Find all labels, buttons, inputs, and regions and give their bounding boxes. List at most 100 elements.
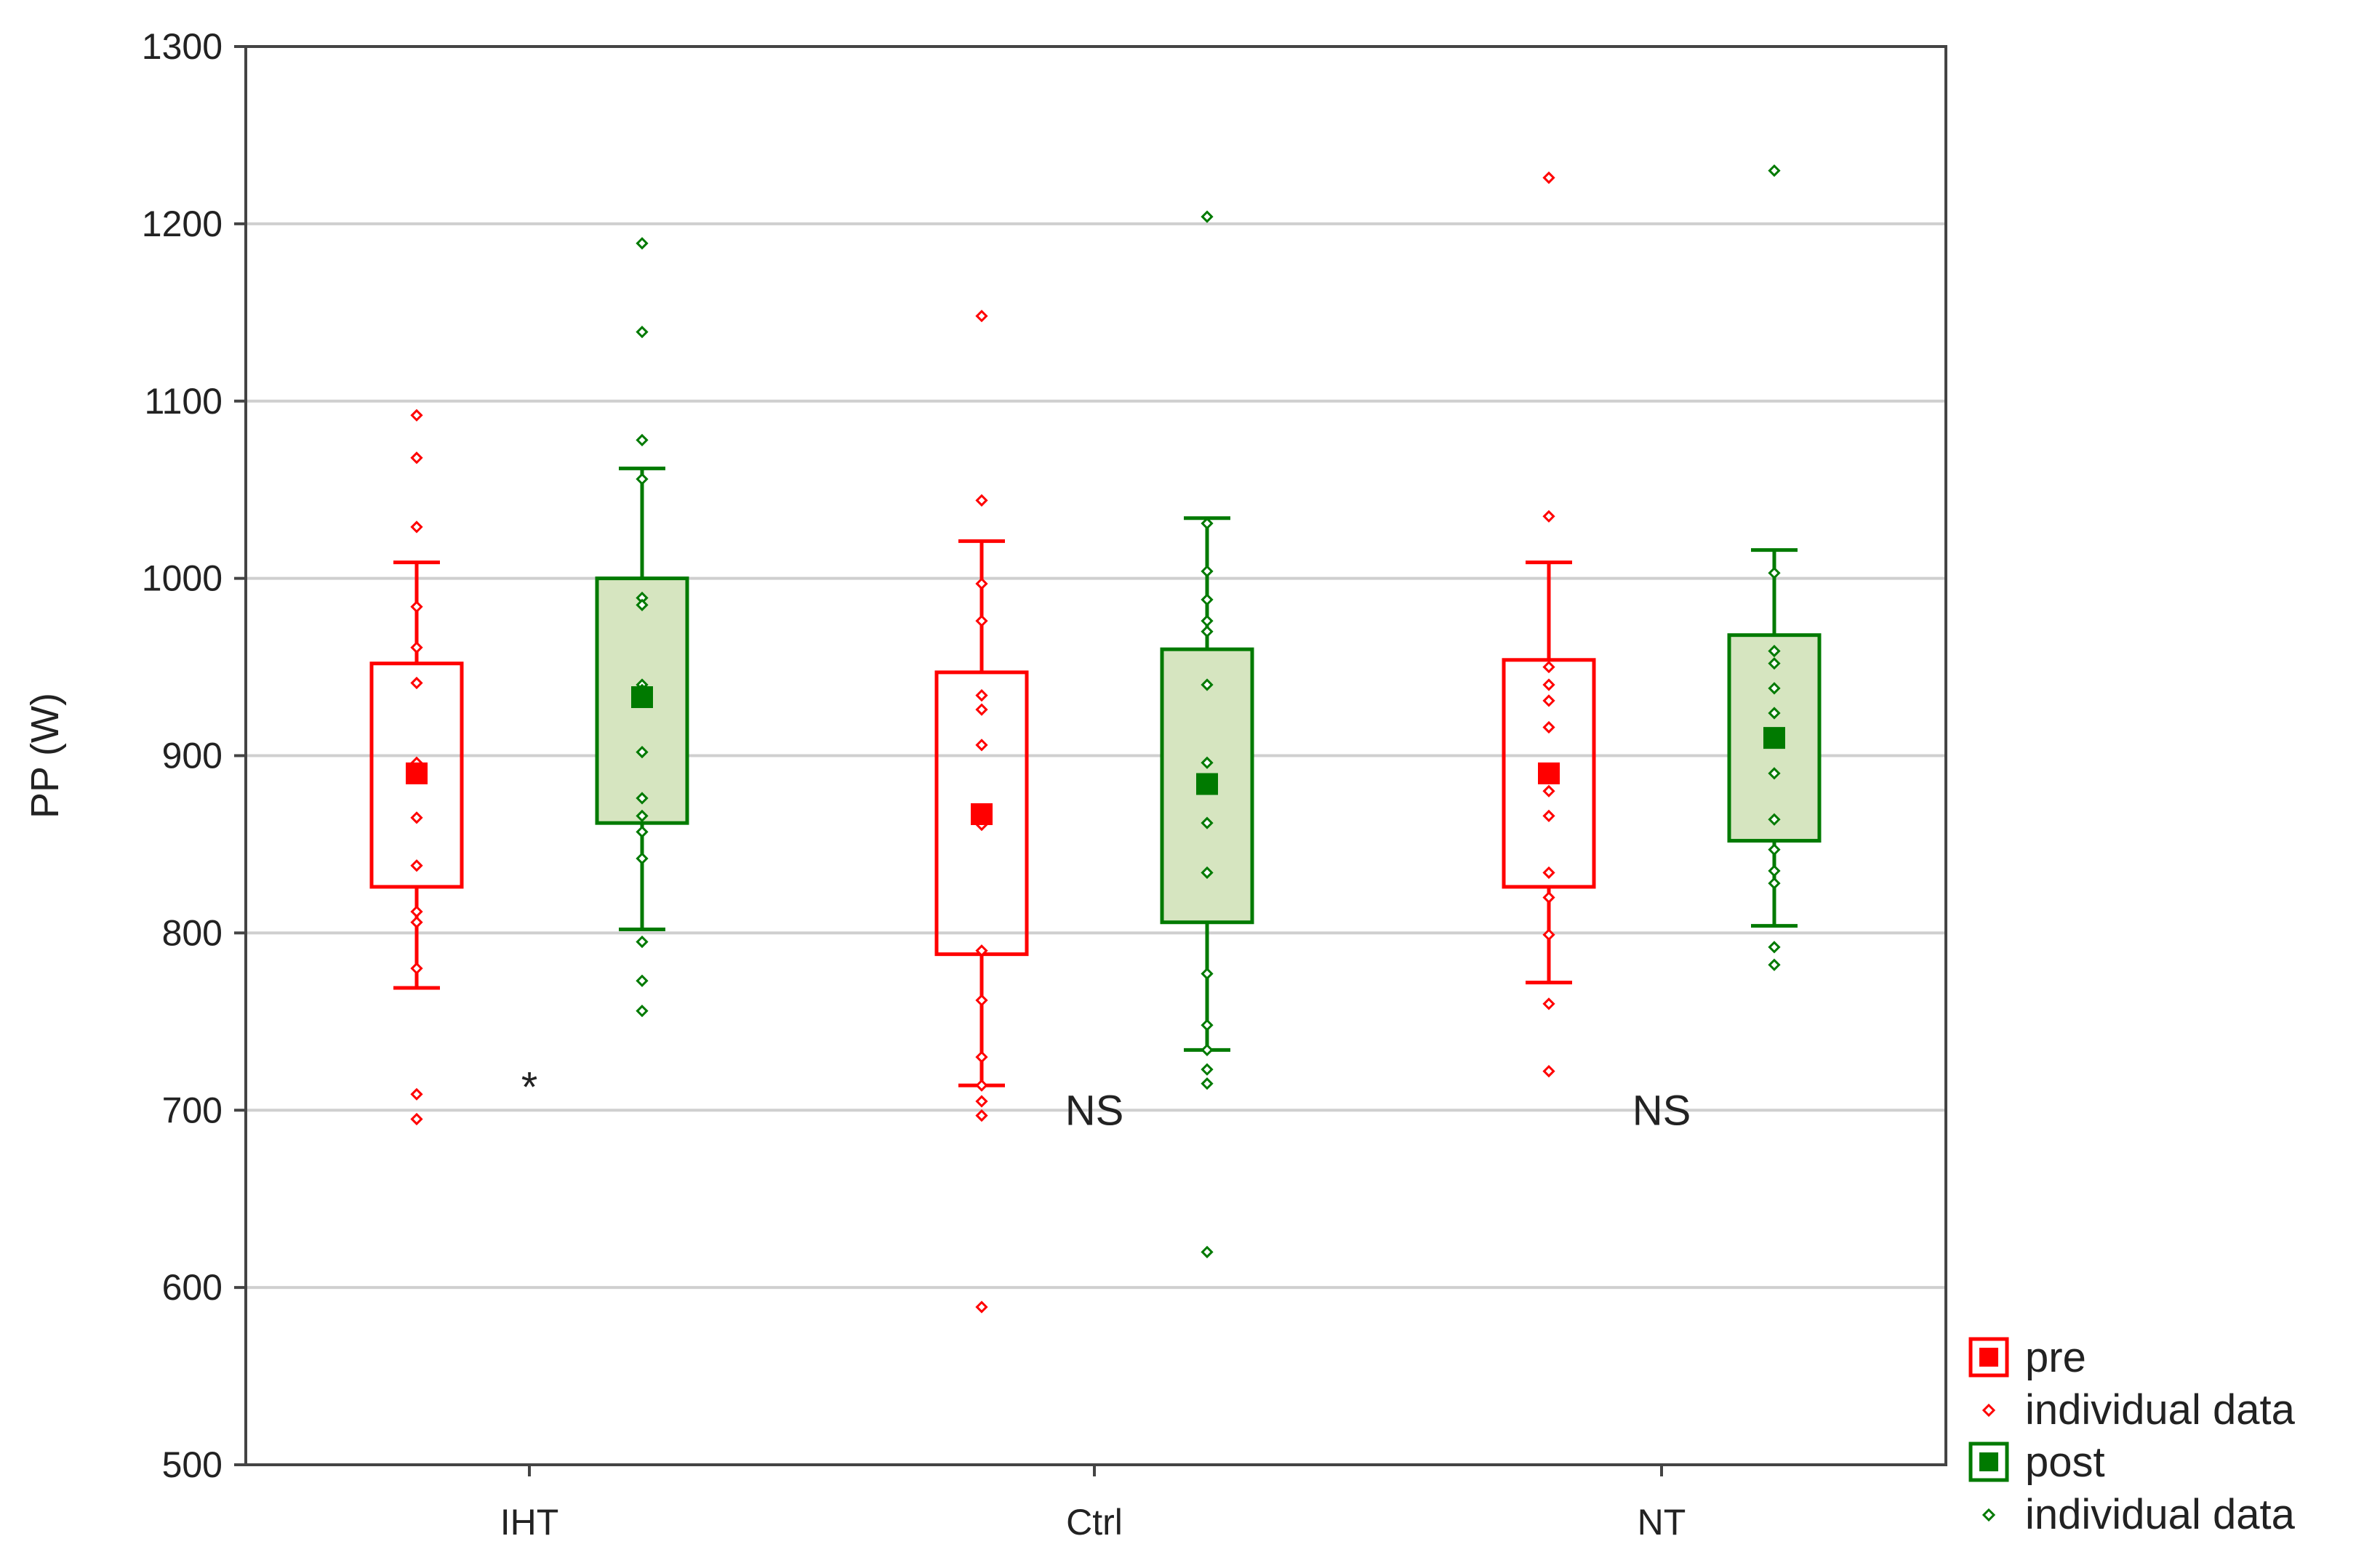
post-ctrl-individual-point: [1201, 756, 1214, 769]
annotation-nt: NS: [1632, 1087, 1691, 1134]
gridlines: [246, 222, 1946, 1290]
post-nt-individual-point: [1768, 164, 1781, 177]
post-ctrl-individual-point: [1201, 1245, 1214, 1258]
post-iht-individual-point: [636, 598, 649, 611]
series-pre: [369, 171, 1596, 1314]
post-ctrl-individual-point: [1201, 625, 1214, 638]
pre-ctrl-individual-point: [975, 1050, 988, 1064]
post-iht-individual-point: [636, 825, 649, 838]
post-iht-mean-marker: [631, 686, 653, 709]
post-nt-individual-point: [1768, 864, 1781, 877]
pre-ctrl-individual-point: [975, 310, 988, 323]
y-tick-label: 700: [162, 1090, 223, 1130]
post-iht-individual-point: [636, 326, 649, 339]
post-nt-individual-point: [1768, 958, 1781, 971]
pre-nt-individual-point: [1542, 1064, 1555, 1078]
post-ctrl-individual-point: [1201, 967, 1214, 981]
pre-ctrl-individual-point: [975, 577, 988, 590]
post-ctrl-individual-point: [1201, 1063, 1214, 1076]
legend-swatch-fill: [1979, 1348, 1998, 1367]
post-ctrl-individual-point: [1201, 1077, 1214, 1090]
y-tick-label: 1000: [142, 558, 223, 599]
pre-nt-mean-marker: [1538, 762, 1560, 784]
x-tick-label-ctrl: Ctrl: [1066, 1502, 1123, 1543]
post-nt-mean-marker: [1763, 727, 1785, 749]
pre-nt-individual-point: [1542, 866, 1555, 880]
y-tick-label: 800: [162, 912, 223, 953]
pre-ctrl-individual-point: [975, 994, 988, 1007]
pre-nt-individual-point: [1542, 720, 1555, 734]
pre-iht-individual-point: [410, 1087, 423, 1101]
y-axis: 500 600 700 800 900 1000 1100 1200 1300: [142, 26, 246, 1485]
post-ctrl-individual-point: [1201, 565, 1214, 578]
x-axis: IHT Ctrl NT: [500, 1465, 1686, 1543]
post-nt-individual-point: [1768, 682, 1781, 695]
post-ctrl-individual-point: [1201, 816, 1214, 829]
legend-label: pre: [2025, 1334, 2086, 1381]
pre-ctrl-individual-point: [975, 944, 988, 957]
y-tick-label: 600: [162, 1267, 223, 1308]
legend: pre individual data post individual data: [1968, 1334, 2296, 1538]
y-tick-label: 500: [162, 1444, 223, 1485]
post-nt-individual-point: [1768, 566, 1781, 579]
annotation-iht: *: [521, 1064, 538, 1111]
post-iht-individual-point: [636, 809, 649, 823]
post-ctrl-mean-marker: [1196, 773, 1218, 795]
post-iht-individual-point: [636, 792, 649, 805]
pre-nt-individual-point: [1542, 678, 1555, 691]
post-iht-individual-point: [636, 1005, 649, 1018]
post-nt-individual-point: [1768, 644, 1781, 658]
pre-iht-individual-point: [410, 962, 423, 975]
post-nt-individual-point: [1768, 941, 1781, 954]
pre-ctrl-individual-point: [975, 1079, 988, 1092]
pre-nt-individual-point: [1542, 784, 1555, 797]
pre-nt-individual-point: [1542, 510, 1555, 523]
pre-nt-individual-point: [1542, 809, 1555, 823]
post-nt-individual-point: [1768, 707, 1781, 720]
pre-iht-individual-point: [410, 676, 423, 690]
pre-ctrl-individual-point: [975, 1300, 988, 1314]
pre-iht-individual-point: [410, 409, 423, 422]
pre-ctrl-individual-point: [975, 494, 988, 507]
pre-nt-individual-point: [1542, 660, 1555, 674]
annotation-ctrl: NS: [1065, 1087, 1124, 1134]
legend-entry-individual-data: individual data: [1982, 1491, 2296, 1538]
legend-swatch: [1982, 1403, 1996, 1418]
x-tick-label-iht: IHT: [500, 1502, 559, 1543]
pre-iht-individual-point: [410, 641, 423, 654]
y-tick-label: 1200: [142, 204, 223, 244]
pre-iht-individual-point: [410, 520, 423, 534]
post-nt-individual-point: [1768, 813, 1781, 826]
post-nt-individual-point: [1768, 877, 1781, 890]
post-ctrl-individual-point: [1201, 593, 1214, 606]
legend-swatch-fill: [1979, 1452, 1998, 1471]
post-iht-individual-point: [636, 745, 649, 759]
post-ctrl-individual-point: [1201, 210, 1214, 223]
pre-ctrl-individual-point: [975, 703, 988, 716]
annotations: * NS NS: [521, 1064, 1691, 1135]
legend-label: post: [2025, 1439, 2105, 1486]
legend-label: individual data: [2025, 1491, 2296, 1538]
post-nt-individual-point: [1768, 843, 1781, 856]
pre-ctrl-mean-marker: [971, 803, 993, 825]
pre-iht-individual-point: [410, 811, 423, 824]
series-layer: [369, 164, 1822, 1314]
x-tick-label-nt: NT: [1638, 1502, 1686, 1543]
pre-iht-box: [369, 662, 464, 889]
post-nt-individual-point: [1768, 767, 1781, 780]
post-ctrl-individual-point: [1201, 678, 1214, 691]
pre-ctrl-individual-point: [975, 614, 988, 627]
legend-label: individual data: [2025, 1386, 2296, 1434]
pre-iht-mean-marker: [406, 762, 428, 784]
post-iht-individual-point: [636, 237, 649, 250]
y-tick-label: 1300: [142, 26, 223, 67]
series-post: [595, 164, 1822, 1258]
y-tick-label: 1100: [144, 381, 223, 422]
pre-ctrl-individual-point: [975, 1095, 988, 1108]
post-iht-individual-point: [636, 473, 649, 486]
post-iht-individual-point: [636, 935, 649, 949]
legend-swatch: [1982, 1508, 1996, 1522]
post-ctrl-individual-point: [1201, 1018, 1214, 1032]
pre-iht-individual-point: [410, 1112, 423, 1126]
pre-nt-individual-point: [1542, 694, 1555, 707]
